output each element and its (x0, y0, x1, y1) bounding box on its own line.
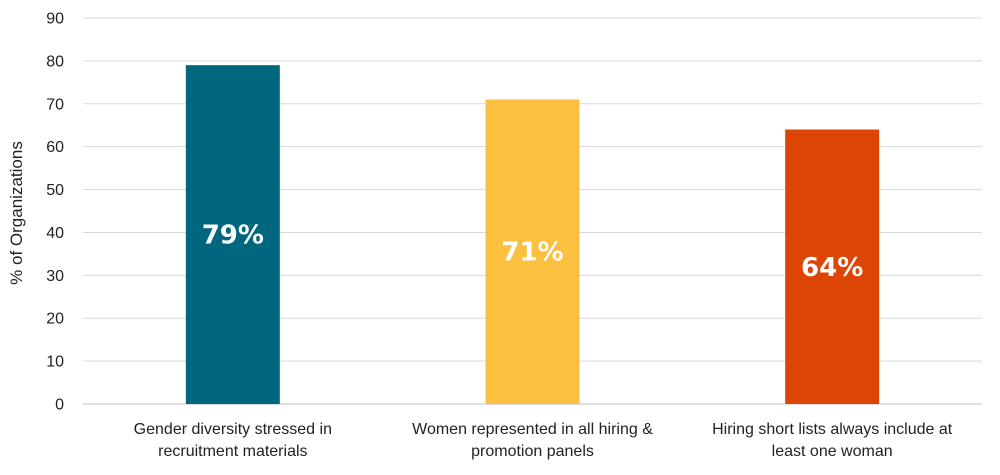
y-tick-label: 10 (46, 354, 64, 371)
y-tick-label: 60 (46, 139, 64, 156)
x-category-label: Hiring short lists always include at leas… (712, 421, 953, 460)
bar-data-label: 71% (501, 238, 563, 268)
y-tick-label: 50 (46, 182, 64, 199)
bars (185, 65, 880, 404)
x-category-label: Gender diversity stressed in recruitment … (134, 421, 332, 460)
category-labels: Gender diversity stressed in recruitment … (134, 421, 953, 460)
y-tick-label: 90 (46, 11, 64, 28)
x-category-label: Women represented in all hiring & promoti… (412, 421, 653, 460)
bar (185, 65, 280, 404)
bar (785, 129, 880, 404)
data-labels: 79% 71% 64% (202, 221, 864, 283)
y-tick-label: 0 (55, 397, 64, 414)
y-tick-label: 20 (46, 311, 64, 328)
y-tick-label: 40 (46, 225, 64, 242)
y-tick-label: 80 (46, 53, 64, 70)
bar-data-label: 79% (202, 221, 264, 251)
bar (485, 99, 580, 404)
y-axis-ticks: 0 10 20 30 40 50 60 70 80 90 (46, 11, 64, 414)
y-tick-label: 70 (46, 96, 64, 113)
y-axis-title: % of Organizations (7, 141, 26, 285)
bar-data-label: 64% (801, 253, 863, 283)
y-tick-label: 30 (46, 268, 64, 285)
